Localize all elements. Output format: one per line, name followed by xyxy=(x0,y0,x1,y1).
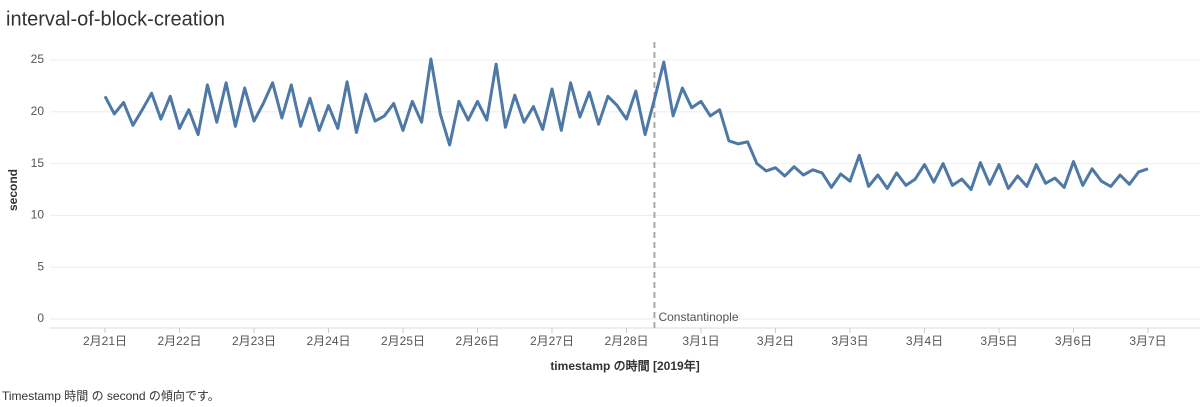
caption: Timestamp 時間 の second の傾向です。 xyxy=(2,388,220,403)
x-tick-label: 2月27日 xyxy=(530,334,574,348)
y-tick-label: 10 xyxy=(31,208,45,222)
data-line xyxy=(103,57,1149,191)
x-tick-label: 3月7日 xyxy=(1129,334,1166,348)
reference-label: Constantinople xyxy=(658,310,738,324)
x-tick-label: 2月22日 xyxy=(157,334,201,348)
y-axis-title: second xyxy=(6,169,20,211)
x-axis-title: timestamp の時間 [2019年] xyxy=(550,358,699,373)
y-tick-label: 20 xyxy=(31,104,45,118)
x-tick-label: 3月5日 xyxy=(980,334,1017,348)
x-tick-label: 2月28日 xyxy=(604,334,648,348)
x-tick-label: 3月4日 xyxy=(906,334,943,348)
x-tick-label: 2月21日 xyxy=(83,334,127,348)
x-tick-label: 3月6日 xyxy=(1055,334,1092,348)
chart-title: interval-of-block-creation xyxy=(6,8,225,30)
x-tick-label: 2月23日 xyxy=(232,334,276,348)
y-tick-label: 15 xyxy=(31,156,45,170)
x-tick-label: 2月25日 xyxy=(381,334,425,348)
y-tick-label: 5 xyxy=(37,259,44,273)
y-tick-label: 25 xyxy=(31,52,45,66)
x-tick-label: 3月1日 xyxy=(682,334,719,348)
x-tick-label: 3月3日 xyxy=(831,334,868,348)
x-tick-label: 2月24日 xyxy=(306,334,350,348)
x-tick-label: 3月2日 xyxy=(757,334,794,348)
x-tick-label: 2月26日 xyxy=(455,334,499,348)
y-tick-label: 0 xyxy=(37,311,44,325)
